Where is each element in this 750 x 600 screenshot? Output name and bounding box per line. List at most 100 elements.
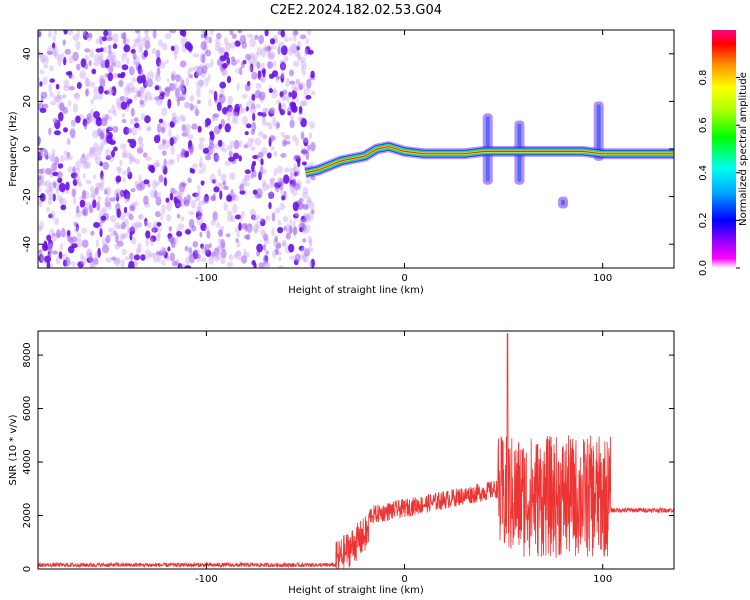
noise-speckle xyxy=(241,178,247,186)
noise-speckle xyxy=(269,178,276,183)
noise-speckle xyxy=(39,81,43,87)
noise-speckle xyxy=(169,192,174,201)
noise-speckle xyxy=(136,147,144,154)
noise-speckle xyxy=(157,231,161,238)
y-tick-label: -20 xyxy=(22,188,33,204)
noise-speckle xyxy=(221,148,227,153)
noise-speckle xyxy=(242,93,248,99)
noise-speckle xyxy=(244,131,249,136)
noise-speckle xyxy=(93,86,100,96)
noise-speckle xyxy=(58,111,64,122)
noise-speckle xyxy=(200,180,205,186)
noise-speckle xyxy=(55,256,61,265)
noise-speckle xyxy=(131,222,139,232)
noise-speckle xyxy=(60,197,67,207)
noise-speckle xyxy=(308,211,314,222)
noise-speckle xyxy=(121,52,125,63)
noise-speckle xyxy=(243,182,251,187)
noise-speckle xyxy=(143,35,151,43)
noise-speckle xyxy=(103,189,108,195)
noise-speckle xyxy=(138,137,142,142)
noise-speckle xyxy=(308,201,315,210)
noise-speckle xyxy=(239,66,243,76)
noise-speckle xyxy=(65,71,72,76)
noise-speckle xyxy=(191,163,198,169)
noise-speckle xyxy=(130,237,137,245)
noise-speckle xyxy=(52,171,59,177)
noise-speckle xyxy=(144,249,152,259)
noise-speckle xyxy=(179,60,187,68)
noise-speckle xyxy=(38,201,43,207)
noise-speckle xyxy=(189,95,195,102)
noise-speckle xyxy=(217,139,223,147)
noise-speckle xyxy=(243,248,247,256)
noise-speckle xyxy=(115,192,120,202)
noise-speckle xyxy=(115,233,119,243)
noise-speckle xyxy=(107,204,112,210)
noise-speckle xyxy=(43,149,49,158)
noise-speckle xyxy=(154,181,160,187)
colorbar-tick-label: 0.2 xyxy=(698,212,709,228)
noise-speckle xyxy=(177,191,184,196)
noise-speckle xyxy=(149,96,153,101)
noise-speckle xyxy=(182,116,186,122)
noise-speckle xyxy=(200,41,207,51)
noise-speckle xyxy=(292,35,297,42)
noise-speckle xyxy=(161,247,167,256)
x-tick-label: 0 xyxy=(401,574,407,585)
snr-y-ticks: 0 2000 4000 6000 8000 xyxy=(22,342,674,572)
noise-speckle xyxy=(254,215,261,219)
noise-speckle xyxy=(104,197,110,207)
noise-speckle xyxy=(205,154,212,161)
noise-speckle xyxy=(268,190,274,200)
noise-speckle xyxy=(303,137,309,147)
noise-speckle xyxy=(272,249,277,259)
noise-speckle xyxy=(266,152,272,159)
noise-speckle xyxy=(143,195,149,205)
noise-speckle xyxy=(258,77,265,82)
noise-speckle xyxy=(244,169,251,174)
noise-speckle xyxy=(253,262,257,268)
noise-speckle xyxy=(159,246,167,256)
noise-speckle xyxy=(244,223,248,232)
noise-speckle xyxy=(296,96,300,104)
noise-speckle xyxy=(283,55,289,62)
noise-speckle xyxy=(105,234,111,244)
colorbar-tick-label: 0.4 xyxy=(698,165,709,181)
noise-speckle xyxy=(147,71,155,81)
noise-speckle xyxy=(215,182,222,188)
noise-speckle xyxy=(41,243,49,252)
noise-speckle xyxy=(255,220,262,229)
noise-speckle xyxy=(108,30,112,34)
noise-speckle xyxy=(120,259,125,268)
noise-speckle xyxy=(289,218,293,225)
noise-speckle xyxy=(294,155,301,160)
noise-speckle xyxy=(99,35,103,45)
noise-speckle xyxy=(84,48,91,53)
noise-speckle xyxy=(223,51,229,59)
noise-speckle xyxy=(262,47,267,52)
noise-speckle xyxy=(181,85,187,96)
noise-speckle xyxy=(123,148,128,158)
noise-speckle xyxy=(209,132,215,141)
noise-speckle xyxy=(69,128,76,138)
noise-speckle xyxy=(293,49,300,57)
noise-speckle xyxy=(208,89,215,94)
noise-speckle xyxy=(195,80,203,90)
noise-speckle xyxy=(58,94,66,99)
noise-speckle xyxy=(260,62,265,71)
noise-speckle xyxy=(144,40,151,50)
noise-speckle xyxy=(305,95,312,100)
noise-speckle xyxy=(108,65,114,74)
noise-speckle xyxy=(310,70,315,79)
noise-speckle xyxy=(174,81,178,91)
noise-speckle xyxy=(145,238,149,248)
noise-speckle xyxy=(51,250,59,255)
noise-speckle xyxy=(300,247,306,254)
noise-speckle xyxy=(85,76,89,83)
noise-speckle xyxy=(128,227,133,234)
noise-speckle xyxy=(108,109,112,114)
noise-speckle xyxy=(270,45,277,50)
noise-speckle xyxy=(175,134,179,141)
noise-speckle xyxy=(56,174,60,180)
